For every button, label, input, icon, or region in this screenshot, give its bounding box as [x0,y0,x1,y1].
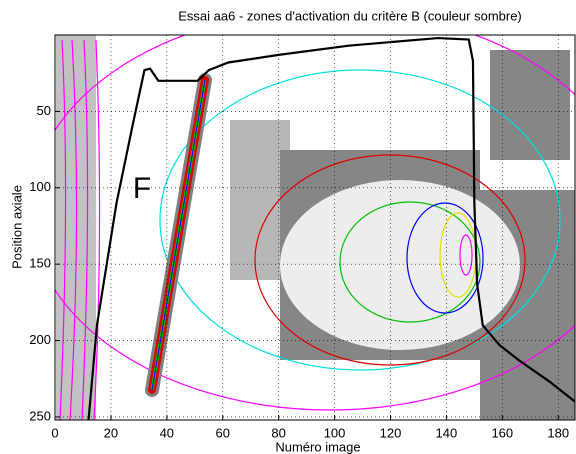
x-tick-label: 160 [491,425,513,440]
y-tick-label: 50 [37,103,51,118]
x-tick-label: 120 [380,425,402,440]
y-tick-label: 150 [29,256,51,271]
boundary-line [87,36,575,420]
x-tick-label: 0 [51,425,58,440]
y-axis-label: Position axiale [9,185,24,269]
y-tick-label: 200 [29,332,51,347]
x-tick-label: 80 [271,425,285,440]
x-tick-label: 180 [547,425,569,440]
annotation: F [133,172,151,205]
x-tick-label: 140 [436,425,458,440]
x-axis-label: Numéro image [275,439,360,454]
x-tick-label: 40 [160,425,174,440]
y-tick-label: 100 [29,179,51,194]
x-tick-label: 60 [216,425,230,440]
x-tick-label: 100 [324,425,346,440]
x-tick-label: 20 [104,425,118,440]
chart-title: Essai aa6 - zones d'activation du critèr… [178,8,522,23]
y-tick-label: 250 [29,408,51,423]
contour-background [55,35,575,420]
